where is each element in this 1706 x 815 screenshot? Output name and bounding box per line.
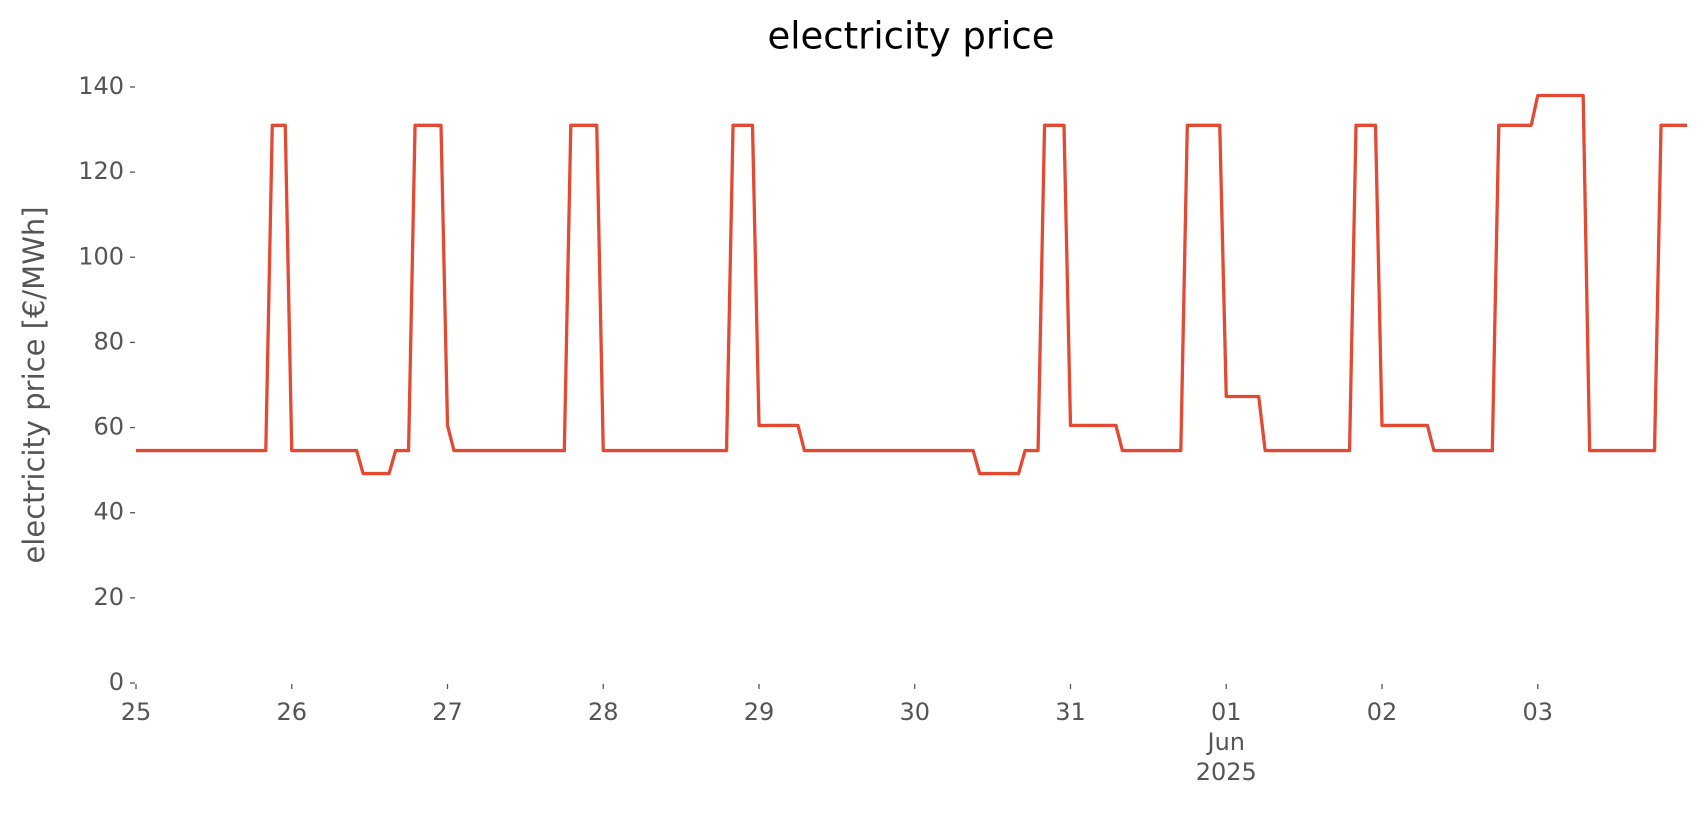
x-tick-label: 02: [1367, 698, 1398, 726]
price-line: [136, 93, 1687, 476]
y-tick-label: 100: [78, 242, 124, 270]
chart-title: electricity price: [767, 15, 1054, 58]
y-tick-label: 0: [109, 668, 124, 696]
x-tick-label: 03: [1522, 698, 1553, 726]
x-tick-label: 30: [899, 698, 930, 726]
x-tick-label: 25: [121, 698, 152, 726]
x-tick-label: 28: [588, 698, 619, 726]
x-tick-label: 26: [276, 698, 307, 726]
x-tick-label: 31: [1055, 698, 1086, 726]
y-tick-label: 60: [93, 413, 124, 441]
x-tick-label: 29: [744, 698, 775, 726]
y-tick-label: 120: [78, 157, 124, 185]
y-axis-label: electricity price [€/MWh]: [17, 206, 51, 563]
x-tick-label: 27: [432, 698, 463, 726]
y-tick-label: 40: [93, 498, 124, 526]
x-tick-label: 01 Jun 2025: [1196, 698, 1257, 786]
y-tick-label: 140: [78, 72, 124, 100]
y-tick-label: 20: [93, 583, 124, 611]
y-tick-label: 80: [93, 327, 124, 355]
